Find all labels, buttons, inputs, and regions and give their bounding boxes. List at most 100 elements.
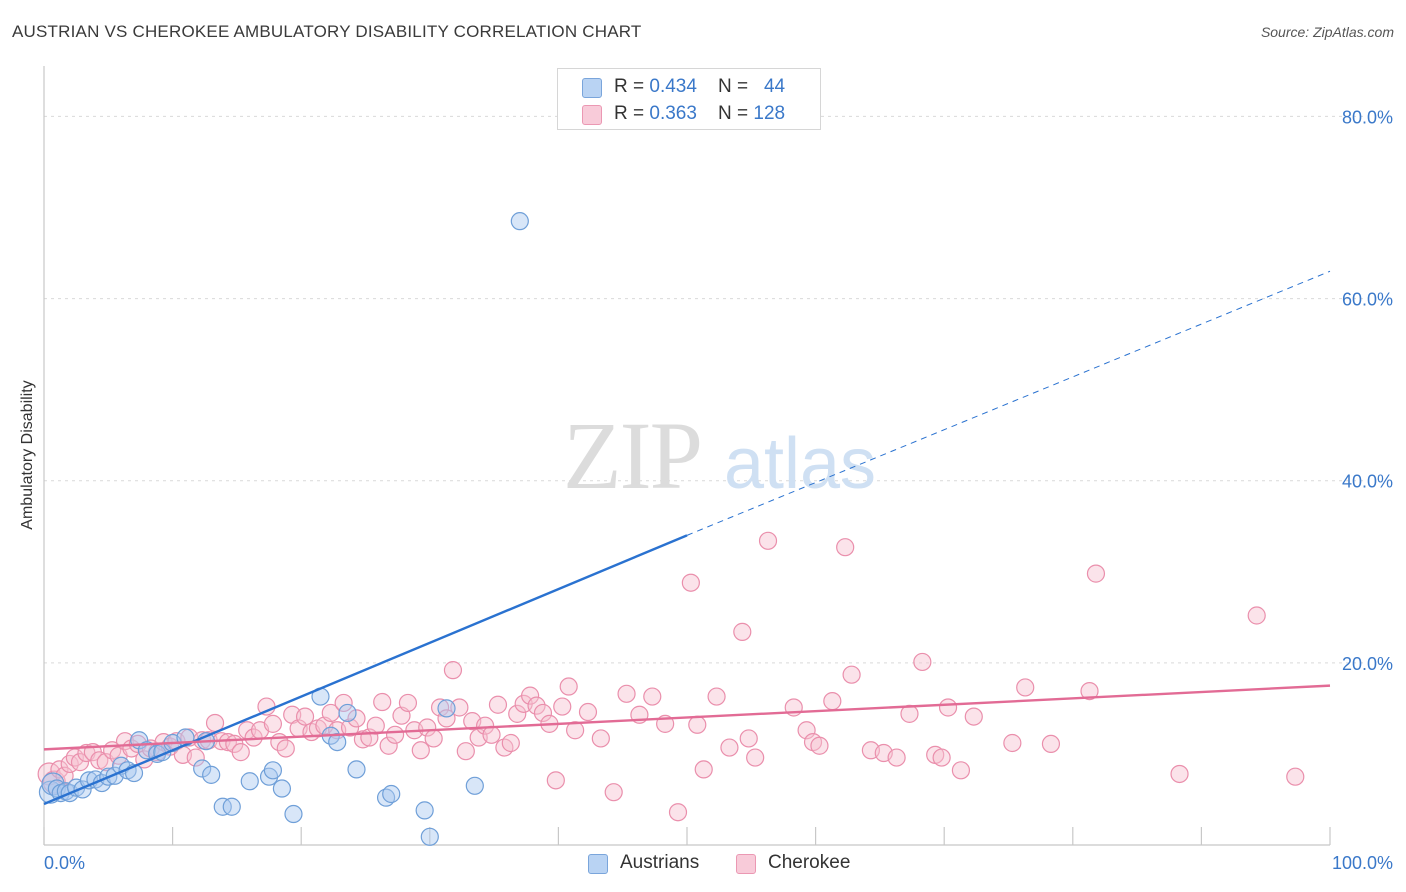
trend-lines: [43, 270, 1331, 806]
n-value: 128: [753, 103, 786, 124]
cherokee-point: [668, 803, 688, 822]
cherokee-points: [37, 531, 1305, 822]
cherokee-point: [1016, 678, 1035, 697]
cherokee-point: [231, 743, 250, 762]
cherokee-point: [707, 687, 726, 706]
cherokee-point: [373, 692, 392, 712]
cherokee-point: [559, 677, 578, 696]
cherokee-point: [218, 732, 237, 752]
austrian-point: [284, 804, 303, 824]
chart-title: AUSTRIAN VS CHEROKEE AMBULATORY DISABILI…: [12, 22, 642, 41]
austrians-trend-extension: [686, 270, 1331, 536]
cherokee-point: [688, 715, 707, 734]
cherokee-point: [887, 748, 906, 767]
cherokee-point: [810, 736, 829, 755]
cherokee-swatch: [582, 105, 602, 125]
n-label: N =: [718, 76, 754, 97]
cherokee-legend-swatch: [736, 854, 756, 874]
y-tick-label: 20.0%: [1342, 654, 1393, 674]
cherokee-point: [604, 783, 623, 802]
austrian-point: [193, 759, 212, 778]
tick-labels: 20.0% 40.0% 60.0% 80.0% 0.0% 100.0%: [44, 107, 1393, 873]
cherokee-point: [347, 709, 366, 728]
cherokee-point: [430, 698, 450, 717]
austrian-point: [437, 699, 456, 718]
cherokee-point: [964, 707, 983, 726]
r-value: 0.434: [649, 76, 697, 97]
y-tick-label: 40.0%: [1342, 472, 1393, 492]
cherokee-point: [411, 741, 430, 760]
y-tick-label: 60.0%: [1342, 290, 1393, 310]
axes: [43, 66, 1331, 846]
cherokee-point: [1170, 764, 1189, 784]
cherokee-point: [720, 738, 739, 757]
cherokee-point: [501, 733, 520, 753]
cherokee-point: [913, 652, 932, 672]
cherokee-point: [521, 686, 540, 705]
cherokee-point: [488, 695, 508, 714]
cherokee-point: [450, 698, 469, 717]
cherokee-point: [353, 730, 373, 749]
y-tick-label: 80.0%: [1342, 107, 1393, 127]
cherokee-point: [443, 661, 463, 680]
r-label: R =: [614, 76, 650, 97]
cherokee-point: [398, 693, 418, 713]
cherokee-point: [733, 622, 752, 641]
cherokee-point: [951, 761, 971, 780]
austrian-point: [263, 761, 283, 780]
cherokee-point: [1286, 767, 1305, 786]
cherokee-point: [70, 753, 90, 772]
cherokee-point: [842, 665, 861, 684]
austrian-point: [328, 732, 347, 752]
cherokee-point: [527, 696, 546, 715]
cherokee-point: [379, 736, 398, 755]
cherokee-point: [1247, 606, 1266, 625]
cherokee-point: [366, 716, 385, 735]
austrian-point: [415, 801, 434, 820]
austrian-point: [137, 741, 156, 760]
cherokee-point: [276, 739, 295, 758]
cherokee-point: [508, 704, 527, 723]
x-tick-label: 100.0%: [1332, 853, 1393, 873]
cherokee-point: [681, 573, 700, 592]
x-tick-label: 0.0%: [44, 853, 85, 873]
cherokee-point: [186, 748, 205, 767]
austrians-legend-label: Austrians: [620, 852, 700, 873]
austrians-points: [38, 212, 529, 846]
cherokee-point: [797, 721, 816, 740]
source-credit: Source: ZipAtlas.com: [1260, 24, 1394, 40]
cherokee-point: [90, 751, 109, 770]
cherokee-point: [295, 707, 315, 726]
cherokee-point: [553, 697, 572, 716]
austrians-stats: R = 0.434 N = 44: [614, 76, 785, 98]
cherokee-point: [591, 729, 610, 748]
cherokee-point: [566, 721, 585, 740]
cherokee-point: [263, 714, 283, 733]
cherokee-point: [823, 692, 842, 711]
cherokee-point: [475, 716, 495, 735]
cherokee-point: [385, 725, 405, 744]
r-value: 0.363: [649, 103, 697, 124]
cherokee-point: [1003, 733, 1022, 753]
austrian-point: [272, 779, 292, 798]
cherokee-point: [437, 709, 456, 728]
austrian-point: [382, 784, 401, 804]
cherokee-point: [1041, 734, 1061, 754]
grid-lines: [44, 115, 1365, 664]
cherokee-point: [533, 703, 553, 723]
austrian-point: [510, 212, 529, 231]
austrians-legend-swatch: [588, 854, 608, 874]
cherokee-point: [836, 538, 855, 557]
cherokee-point: [746, 748, 765, 767]
watermark-zip: ZIP: [563, 402, 701, 509]
cherokee-point: [456, 742, 475, 761]
cherokee-point: [643, 687, 662, 706]
austrians-swatch: [582, 78, 602, 98]
austrian-point: [347, 760, 366, 779]
cherokee-point: [334, 693, 353, 713]
cherokee-point: [739, 729, 758, 748]
cherokee-legend-label: Cherokee: [768, 852, 851, 873]
cherokee-point: [694, 760, 713, 779]
cherokee-point: [482, 725, 501, 744]
